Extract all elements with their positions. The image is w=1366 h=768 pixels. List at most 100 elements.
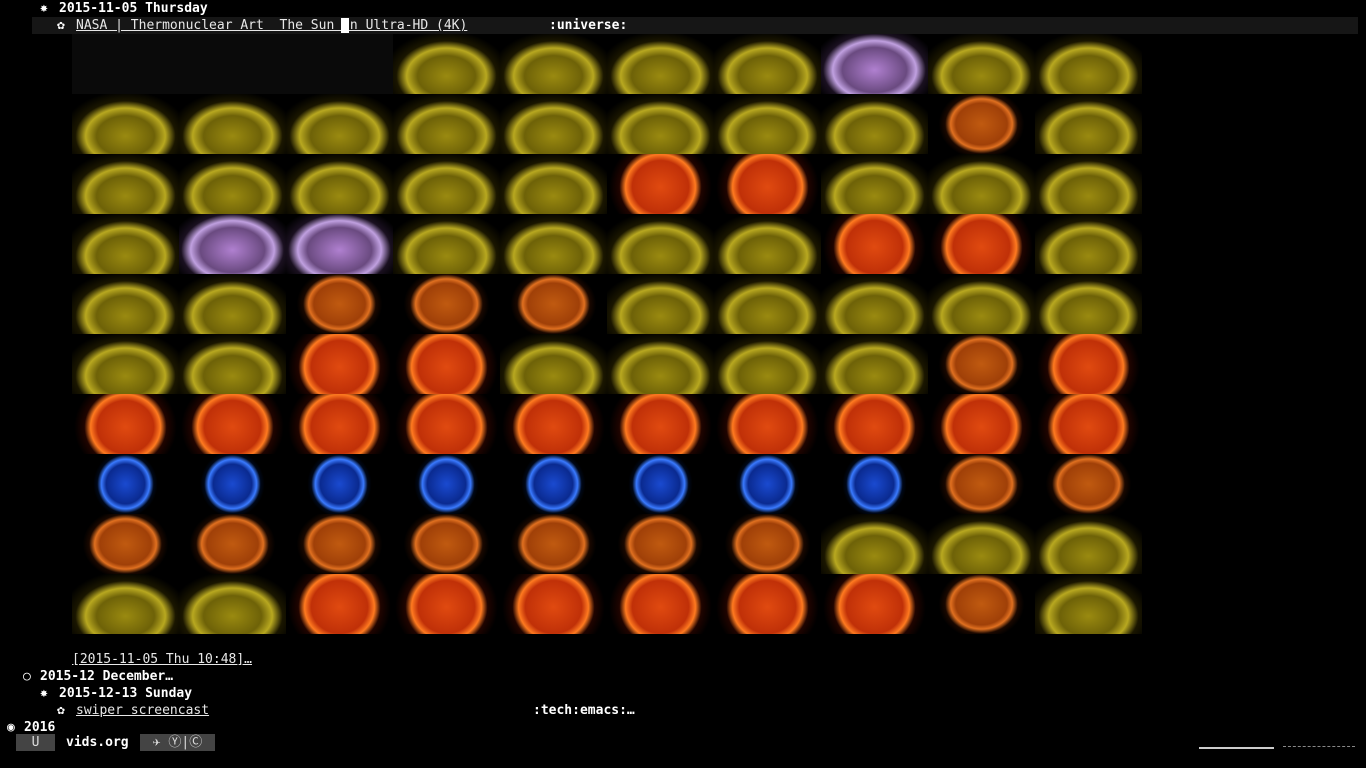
link[interactable]: NASA | Thermonuclear Art The Sun In Ultr… — [76, 18, 468, 33]
thumbnail[interactable] — [607, 394, 714, 454]
thumbnail[interactable] — [821, 454, 928, 514]
thumbnail[interactable] — [286, 274, 393, 334]
thumbnail[interactable] — [179, 514, 286, 574]
thumbnail[interactable] — [607, 214, 714, 274]
thumbnail[interactable] — [286, 514, 393, 574]
thumbnail[interactable] — [286, 334, 393, 394]
thumbnail[interactable] — [928, 334, 1035, 394]
thumbnail[interactable] — [500, 154, 607, 214]
thumbnail[interactable] — [393, 154, 500, 214]
thumbnail[interactable] — [72, 394, 179, 454]
thumbnail[interactable] — [1035, 154, 1142, 214]
thumbnail[interactable] — [500, 574, 607, 634]
thumbnail[interactable] — [1035, 214, 1142, 274]
thumbnail[interactable] — [393, 454, 500, 514]
link[interactable]: swiper screencast — [76, 703, 210, 718]
thumbnail[interactable] — [500, 94, 607, 154]
thumbnail[interactable] — [72, 574, 179, 634]
thumbnail[interactable] — [500, 214, 607, 274]
thumbnail[interactable] — [714, 454, 821, 514]
thumbnail[interactable] — [821, 94, 928, 154]
thumbnail[interactable] — [72, 34, 179, 94]
thumbnail[interactable] — [179, 394, 286, 454]
thumbnail[interactable] — [286, 94, 393, 154]
thumbnail[interactable] — [607, 154, 714, 214]
thumbnail[interactable] — [286, 154, 393, 214]
thumbnail[interactable] — [714, 94, 821, 154]
thumbnail[interactable] — [928, 454, 1035, 514]
thumbnail[interactable] — [821, 394, 928, 454]
thumbnail[interactable] — [72, 514, 179, 574]
thumbnail[interactable] — [72, 94, 179, 154]
thumbnail[interactable] — [714, 514, 821, 574]
thumbnail[interactable] — [179, 454, 286, 514]
thumbnail[interactable] — [179, 334, 286, 394]
thumbnail[interactable] — [179, 574, 286, 634]
thumbnail[interactable] — [1035, 574, 1142, 634]
thumbnail[interactable] — [714, 394, 821, 454]
thumbnail[interactable] — [928, 34, 1035, 94]
thumbnail[interactable] — [179, 154, 286, 214]
thumbnail[interactable] — [72, 214, 179, 274]
thumbnail[interactable] — [286, 574, 393, 634]
thumbnail[interactable] — [393, 34, 500, 94]
thumbnail[interactable] — [1035, 334, 1142, 394]
thumbnail[interactable] — [72, 274, 179, 334]
thumbnail[interactable] — [928, 94, 1035, 154]
thumbnail[interactable] — [500, 394, 607, 454]
heading[interactable]: 2016 — [24, 720, 56, 735]
thumbnail[interactable] — [821, 514, 928, 574]
thumbnail[interactable] — [286, 34, 393, 94]
thumbnail[interactable] — [393, 274, 500, 334]
thumbnail[interactable] — [179, 214, 286, 274]
thumbnail[interactable] — [607, 514, 714, 574]
heading[interactable]: 2015-12 December… — [40, 669, 174, 684]
thumbnail[interactable] — [1035, 454, 1142, 514]
thumbnail[interactable] — [1035, 94, 1142, 154]
thumbnail[interactable] — [72, 334, 179, 394]
thumbnail[interactable] — [821, 334, 928, 394]
thumbnail[interactable] — [1035, 514, 1142, 574]
thumbnail[interactable] — [714, 34, 821, 94]
thumbnail[interactable] — [714, 214, 821, 274]
thumbnail[interactable] — [607, 274, 714, 334]
thumbnail[interactable] — [714, 574, 821, 634]
thumbnail[interactable] — [928, 154, 1035, 214]
thumbnail[interactable] — [500, 334, 607, 394]
heading[interactable]: 2015-12-13 Sunday — [59, 686, 193, 701]
thumbnail[interactable] — [72, 454, 179, 514]
thumbnail[interactable] — [179, 94, 286, 154]
thumbnail[interactable] — [821, 274, 928, 334]
thumbnail[interactable] — [179, 34, 286, 94]
thumbnail[interactable] — [393, 514, 500, 574]
thumbnail[interactable] — [286, 214, 393, 274]
thumbnail[interactable] — [393, 574, 500, 634]
thumbnail[interactable] — [821, 154, 928, 214]
thumbnail[interactable] — [393, 94, 500, 154]
thumbnail[interactable] — [286, 454, 393, 514]
thumbnail[interactable] — [500, 514, 607, 574]
thumbnail[interactable] — [393, 334, 500, 394]
timestamp[interactable]: [2015-11-05 Thu 10:48]… — [72, 652, 253, 667]
thumbnail[interactable] — [928, 394, 1035, 454]
thumbnail[interactable] — [714, 274, 821, 334]
thumbnail[interactable] — [1035, 274, 1142, 334]
thumbnail[interactable] — [714, 154, 821, 214]
thumbnail[interactable] — [393, 394, 500, 454]
thumbnail[interactable] — [821, 214, 928, 274]
thumbnail[interactable] — [928, 214, 1035, 274]
thumbnail[interactable] — [821, 574, 928, 634]
thumbnail[interactable] — [179, 274, 286, 334]
heading[interactable]: 2015-11-05 Thursday — [59, 1, 208, 16]
thumbnail[interactable] — [286, 394, 393, 454]
thumbnail[interactable] — [928, 514, 1035, 574]
thumbnail[interactable] — [500, 274, 607, 334]
thumbnail[interactable] — [607, 454, 714, 514]
thumbnail[interactable] — [714, 334, 821, 394]
thumbnail[interactable] — [607, 334, 714, 394]
thumbnail[interactable] — [393, 214, 500, 274]
thumbnail[interactable] — [928, 574, 1035, 634]
thumbnail[interactable] — [607, 574, 714, 634]
thumbnail[interactable] — [500, 454, 607, 514]
thumbnail[interactable] — [500, 34, 607, 94]
